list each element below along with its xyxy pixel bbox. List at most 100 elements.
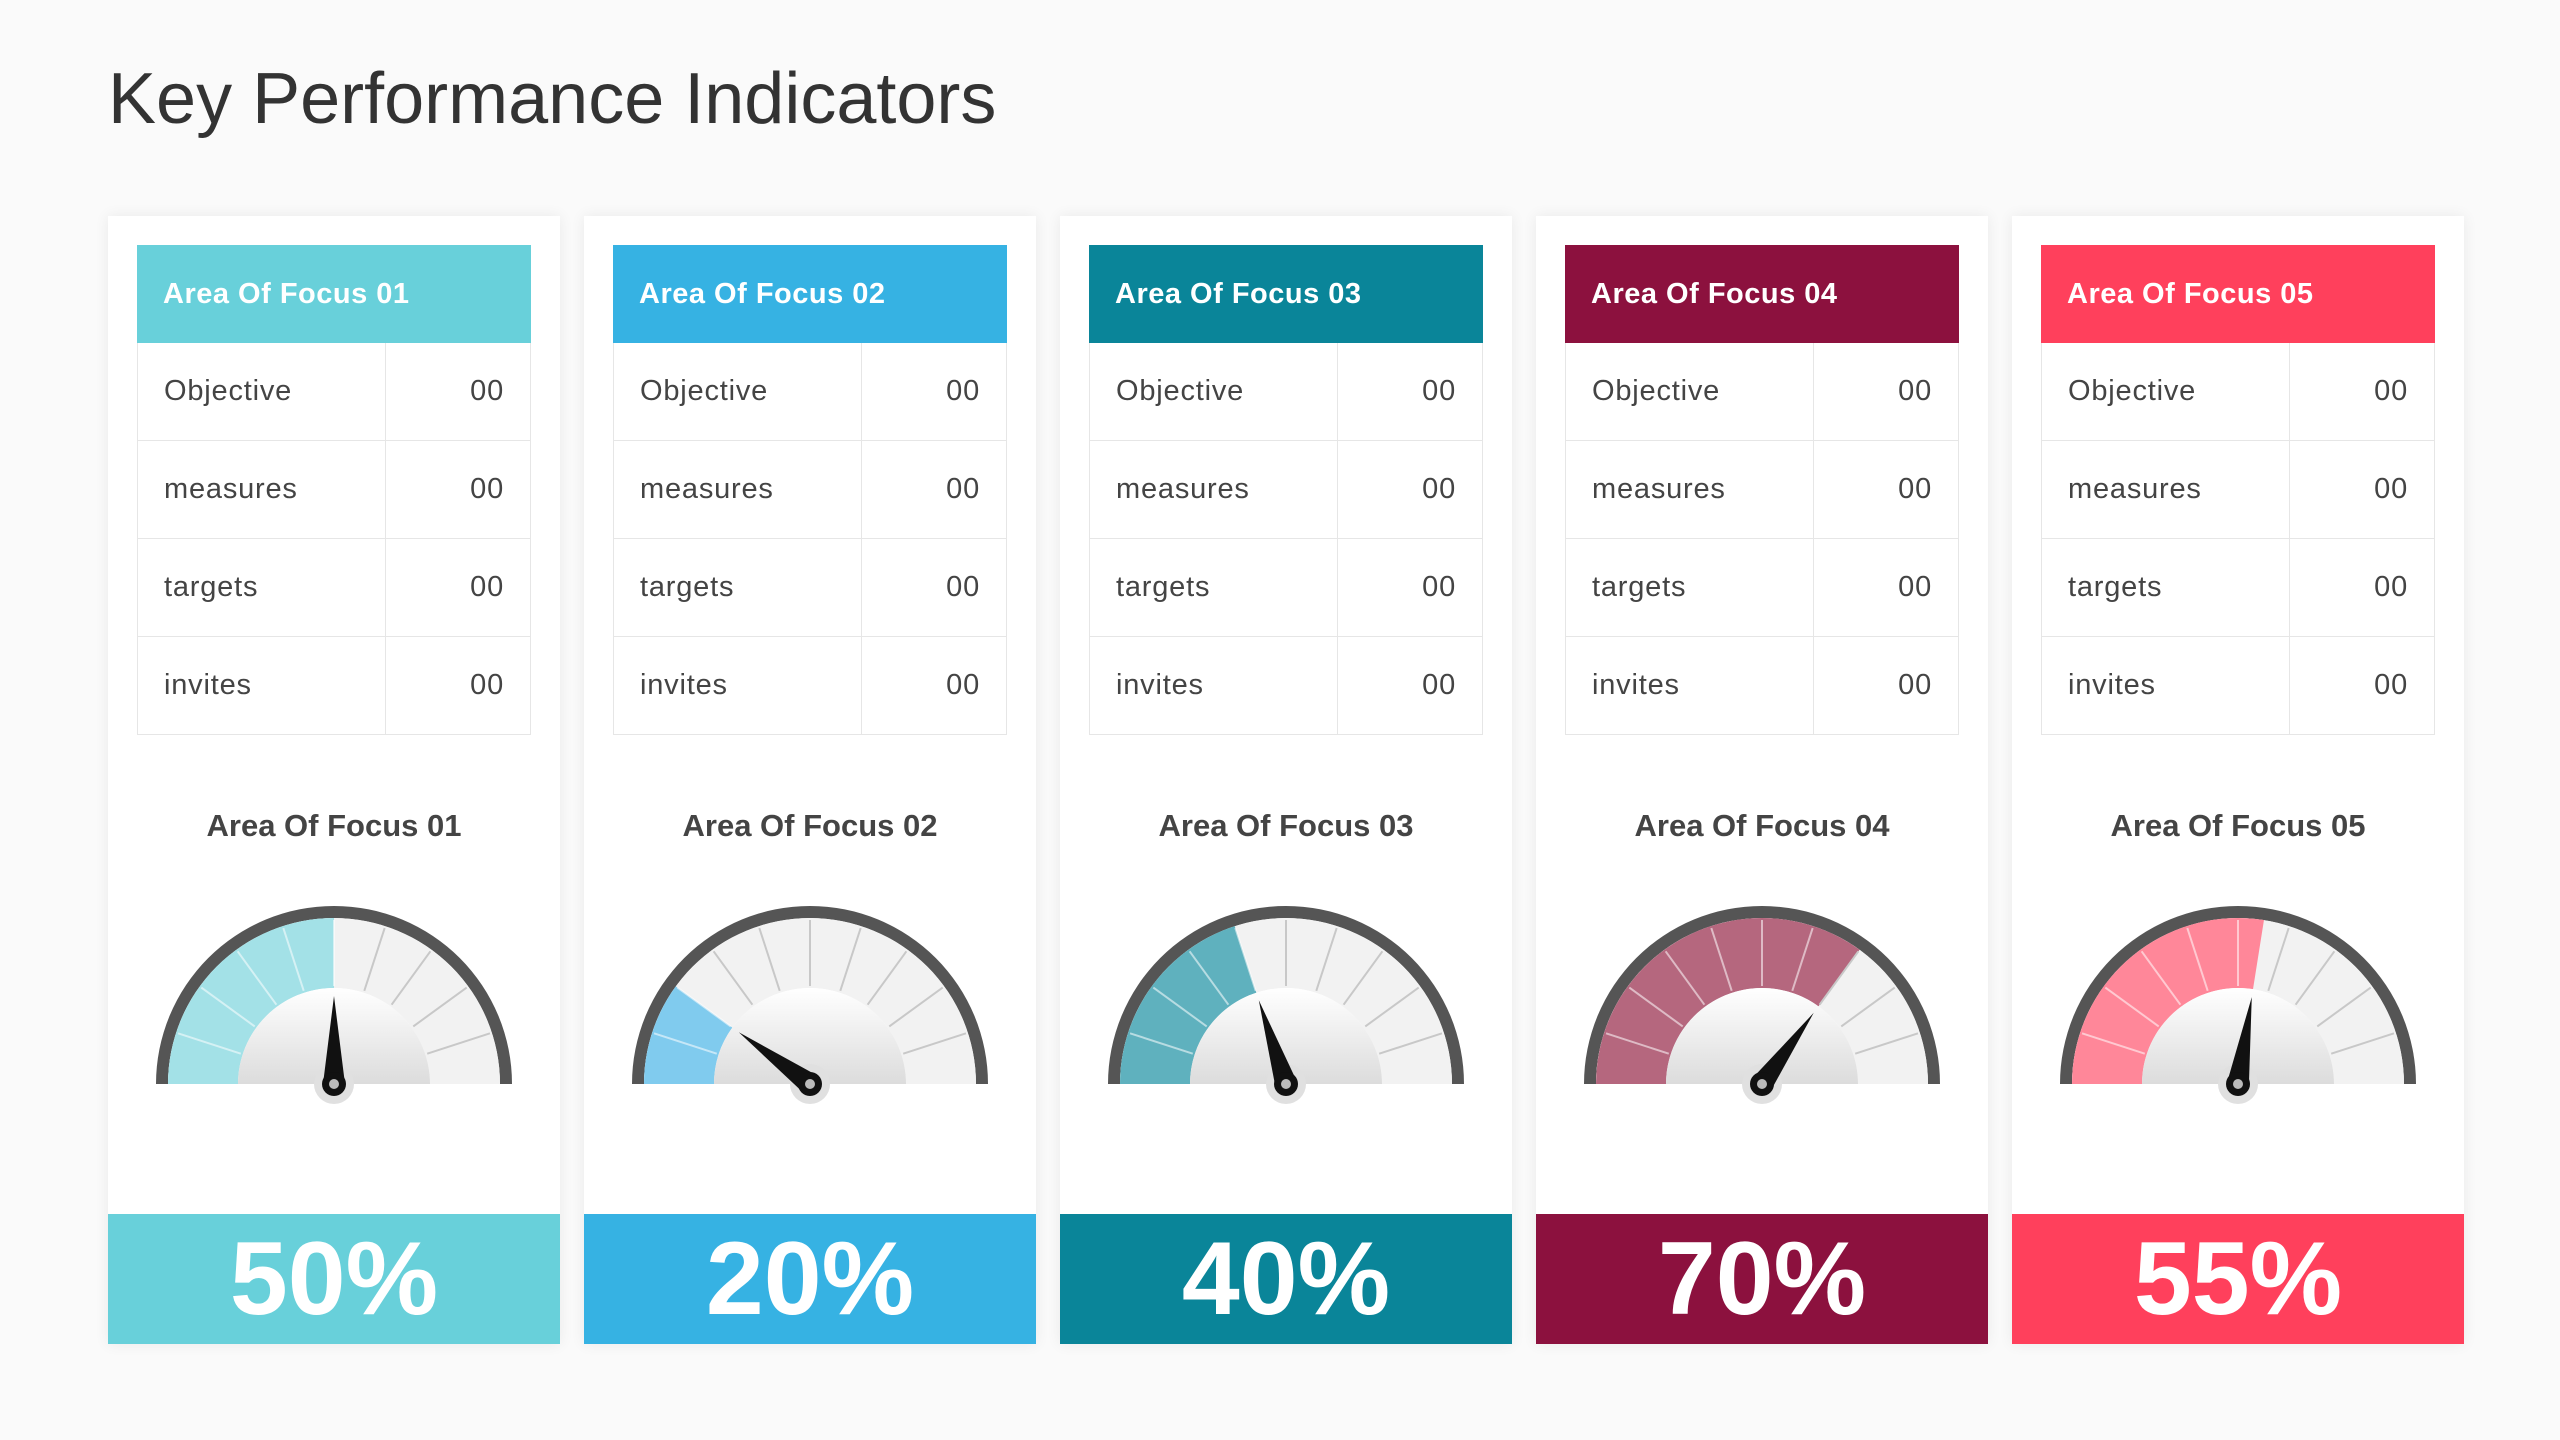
- gauge-tick: [1710, 927, 1733, 992]
- kpi-row-label: invites: [1566, 637, 1814, 734]
- kpi-card: Area Of Focus 01 Objective 00 measures 00 …: [108, 216, 560, 1344]
- gauge-tick: [1818, 950, 1860, 1006]
- kpi-row-label: targets: [2042, 539, 2290, 636]
- needle: [2227, 997, 2252, 1086]
- page-title: Key Performance Indicators: [108, 59, 997, 139]
- kpi-row-label: invites: [138, 637, 386, 734]
- kpi-row-label: invites: [2042, 637, 2290, 734]
- kpi-table: Area Of Focus 05 Objective 00 measures 00 …: [2041, 245, 2435, 735]
- gauge-tick: [1342, 950, 1384, 1006]
- gauge-tick: [888, 986, 944, 1028]
- kpi-row-value: 00: [946, 375, 980, 407]
- gauge-tick: [902, 1032, 967, 1055]
- gauge-tick: [2294, 950, 2336, 1006]
- needle-pivot-dot: [1281, 1079, 1291, 1089]
- needle: [1258, 1000, 1297, 1088]
- gauge-tick: [1378, 1032, 1443, 1055]
- kpi-row-label: measures: [1090, 441, 1338, 538]
- gauge-tick: [1854, 1032, 1919, 1055]
- kpi-row-label: Objective: [1566, 343, 1814, 440]
- gauge-tick: [390, 950, 432, 1006]
- gauge-tick: [200, 986, 256, 1028]
- kpi-row-objective: Objective 00: [2041, 343, 2435, 441]
- gauge-tick: [866, 950, 908, 1006]
- gauge-hub: [1666, 988, 1858, 1084]
- kpi-row-invites: invites 00: [2041, 637, 2435, 735]
- percent-banner: 20%: [584, 1214, 1036, 1344]
- kpi-row-value: 00: [1422, 571, 1456, 603]
- kpi-row-value: 00: [470, 669, 504, 701]
- kpi-row-value: 00: [1422, 375, 1456, 407]
- gauge-tick: [1605, 1032, 1670, 1055]
- kpi-row-targets: targets 00: [613, 539, 1007, 637]
- kpi-table: Area Of Focus 03 Objective 00 measures 00 …: [1089, 245, 1483, 735]
- gauge-tick: [1315, 927, 1338, 992]
- gauge-tick: [1364, 986, 1420, 1028]
- kpi-row-invites: invites 00: [613, 637, 1007, 735]
- gauge-tick: [2140, 950, 2182, 1006]
- gauge-tick: [2104, 986, 2160, 1028]
- gauge-tick: [2316, 986, 2372, 1028]
- kpi-row-label: Objective: [614, 343, 862, 440]
- needle: [1753, 1012, 1814, 1091]
- kpi-row-value: 00: [2374, 571, 2408, 603]
- needle-pivot-dot: [2233, 1079, 2243, 1089]
- gauge-fill: [1120, 926, 1257, 1084]
- kpi-row-targets: targets 00: [137, 539, 531, 637]
- kpi-card: Area Of Focus 03 Objective 00 measures 00 …: [1060, 216, 1512, 1344]
- gauge-title: Area Of Focus 04: [1634, 808, 1890, 843]
- kpi-row-objective: Objective 00: [613, 343, 1007, 441]
- gauge-title: Area Of Focus 03: [1158, 808, 1414, 843]
- kpi-table-header: Area Of Focus 01: [137, 245, 531, 343]
- gauge-fill: [1596, 918, 1860, 1084]
- gauge-tick: [177, 1032, 242, 1055]
- gauge-tick: [1664, 950, 1706, 1006]
- kpi-row-objective: Objective 00: [1565, 343, 1959, 441]
- kpi-table: Area Of Focus 02 Objective 00 measures 00 …: [613, 245, 1007, 735]
- gauge-tick: [426, 1032, 491, 1055]
- gauge-title: Area Of Focus 01: [206, 808, 462, 843]
- kpi-row-label: Objective: [138, 343, 386, 440]
- kpi-cards: Area Of Focus 01 Objective 00 measures 00 …: [108, 216, 2464, 1344]
- gauge-title: Area Of Focus 02: [682, 808, 938, 843]
- kpi-row-invites: invites 00: [1565, 637, 1959, 735]
- kpi-row-measures: measures 00: [1089, 441, 1483, 539]
- kpi-row-value: 00: [946, 571, 980, 603]
- kpi-row-measures: measures 00: [137, 441, 531, 539]
- kpi-row-measures: measures 00: [613, 441, 1007, 539]
- needle-pivot-dot: [805, 1079, 815, 1089]
- gauge-tick: [282, 927, 305, 992]
- kpi-row-value: 00: [2374, 669, 2408, 701]
- gauge-tick: [1129, 1032, 1194, 1055]
- kpi-card: Area Of Focus 02 Objective 00 measures 00 …: [584, 216, 1036, 1344]
- kpi-row-invites: invites 00: [1089, 637, 1483, 735]
- gauge-tick: [2186, 927, 2209, 992]
- kpi-row-label: Objective: [2042, 343, 2290, 440]
- kpi-table-header: Area Of Focus 05: [2041, 245, 2435, 343]
- gauge-tick: [676, 986, 732, 1028]
- gauge-tick: [653, 1032, 718, 1055]
- kpi-table: Area Of Focus 01 Objective 00 measures 00 …: [137, 245, 531, 735]
- gauge-tick: [2081, 1032, 2146, 1055]
- gauge-tick: [2330, 1032, 2395, 1055]
- kpi-row-value: 00: [2374, 375, 2408, 407]
- kpi-row-label: targets: [1090, 539, 1338, 636]
- gauge-tick: [1791, 927, 1814, 992]
- gauge-title: Area Of Focus 05: [2110, 808, 2366, 843]
- gauge: [1584, 906, 1940, 1104]
- kpi-row-label: measures: [614, 441, 862, 538]
- gauge-fill: [2072, 918, 2264, 1084]
- kpi-row-value: 00: [470, 375, 504, 407]
- gauge-tick: [363, 927, 386, 992]
- kpi-row-label: measures: [2042, 441, 2290, 538]
- percent-banner: 50%: [108, 1214, 560, 1344]
- kpi-card: Area Of Focus 04 Objective 00 measures 00 …: [1536, 216, 1988, 1344]
- kpi-row-label: targets: [1566, 539, 1814, 636]
- kpi-row-label: invites: [1090, 637, 1338, 734]
- kpi-row-label: Objective: [1090, 343, 1338, 440]
- kpi-row-invites: invites 00: [137, 637, 531, 735]
- needle: [738, 1032, 817, 1093]
- gauge: [1108, 906, 1464, 1104]
- kpi-row-value: 00: [1898, 473, 1932, 505]
- gauge-hub: [1190, 988, 1382, 1084]
